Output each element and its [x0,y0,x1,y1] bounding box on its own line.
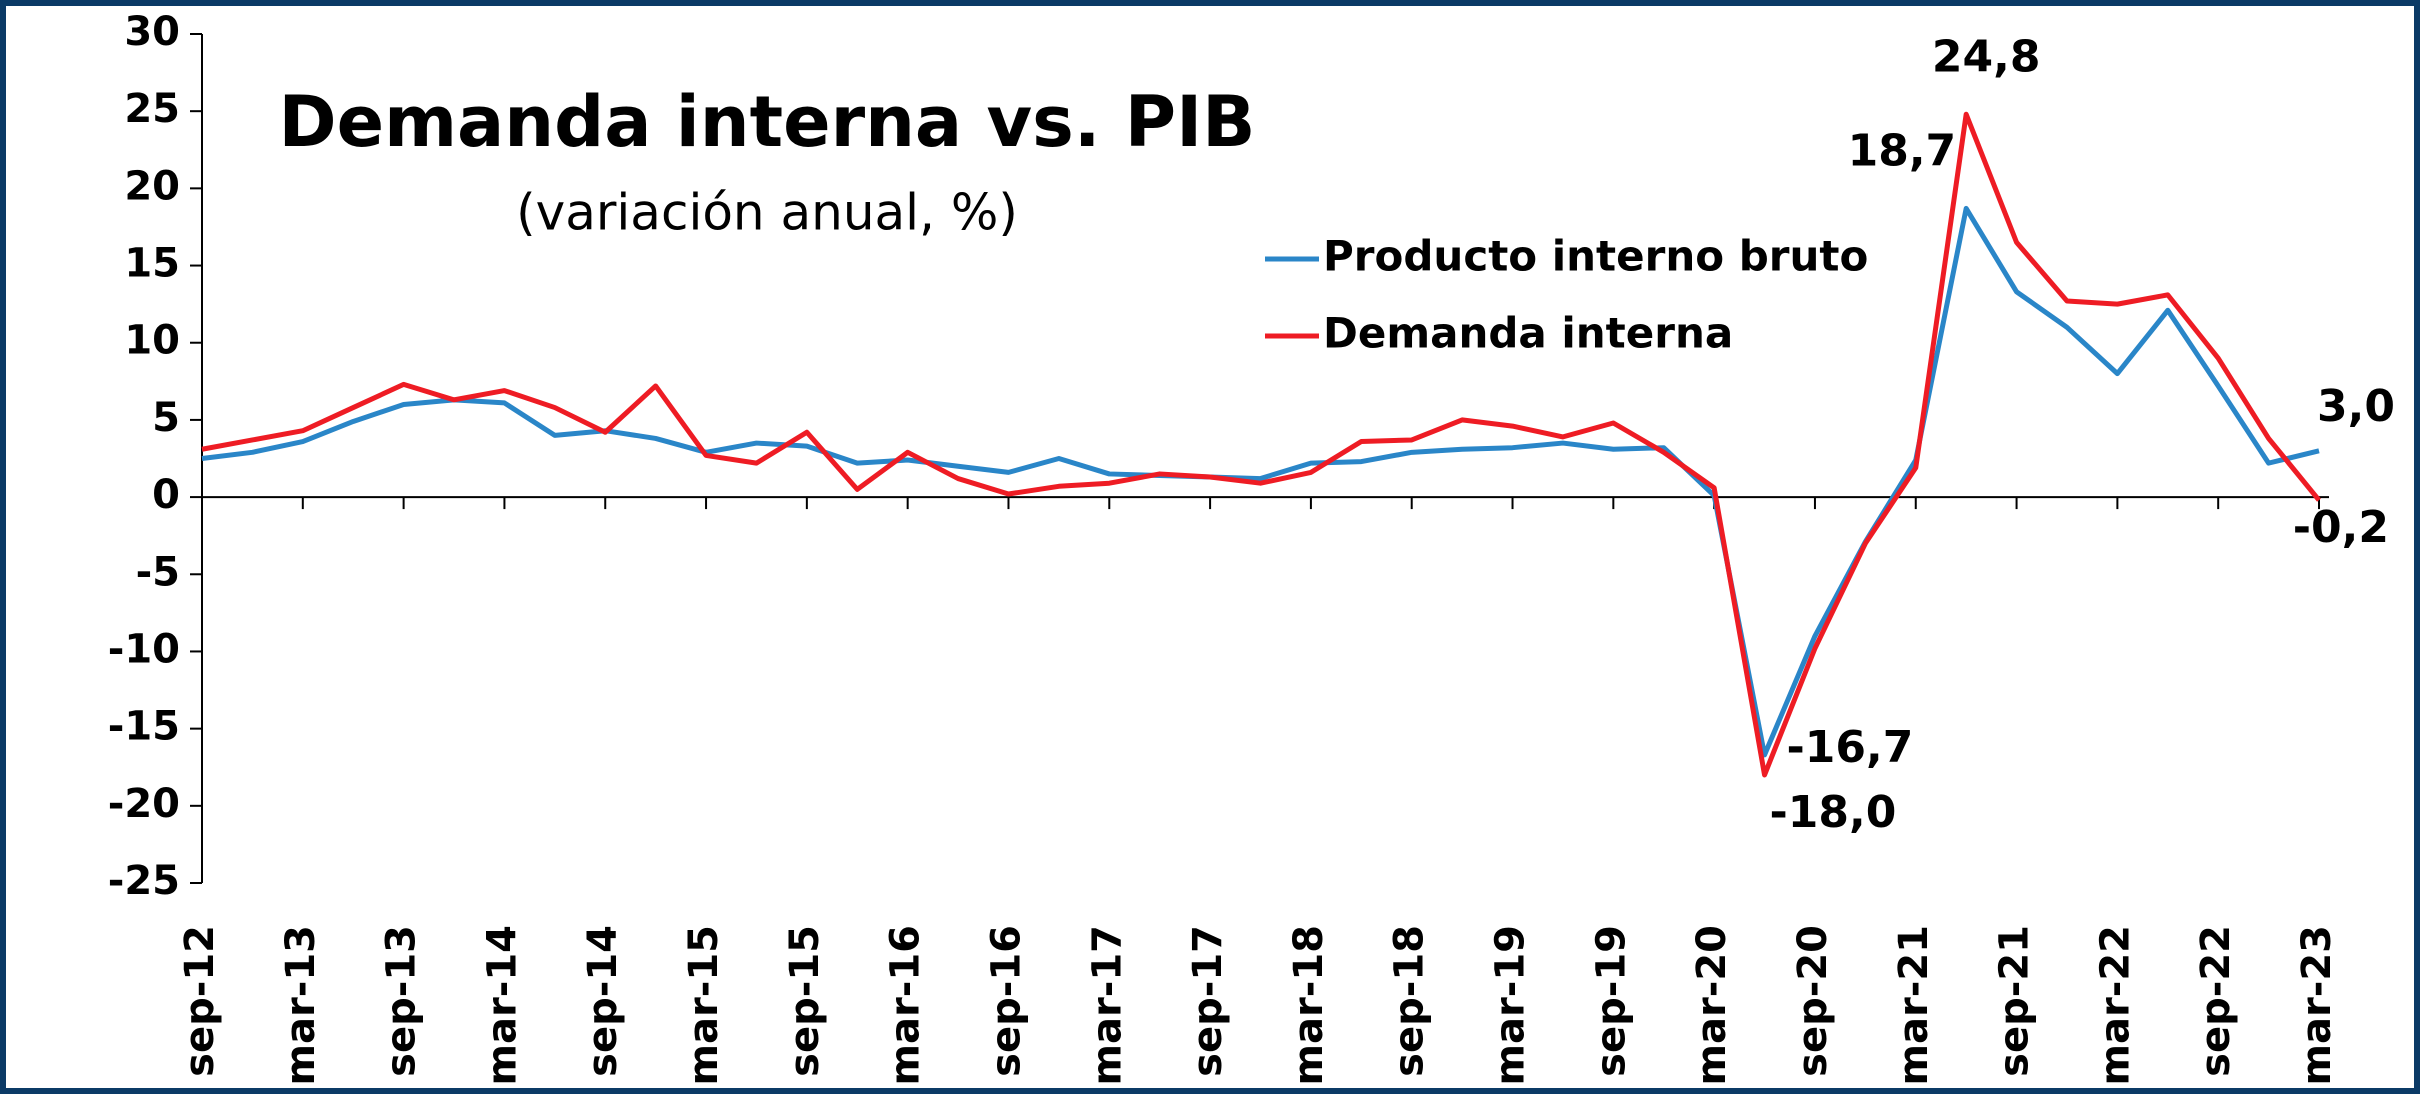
data-label: 3,0 [2317,381,2395,432]
x-tick-label: sep-20 [1790,925,1836,1077]
x-tick-label: mar-17 [1084,925,1130,1086]
y-tick-label: -15 [108,704,180,750]
x-tick-label: sep-18 [1387,925,1433,1077]
x-tick-label: mar-18 [1286,925,1332,1086]
data-label: -0,2 [2293,502,2389,553]
x-tick-label: mar-15 [681,925,727,1086]
chart-subtitle: (variación anual, %) [516,184,1018,242]
x-tick-label: sep-12 [177,925,223,1077]
y-tick-label: 25 [124,86,180,132]
y-tick-label: 15 [124,241,180,287]
y-tick-label: 5 [152,395,180,441]
x-tick-label: mar-16 [883,925,929,1086]
x-tick-label: sep-17 [1185,925,1231,1077]
legend-label: Producto interno bruto [1323,232,1868,281]
data-label: -18,0 [1770,787,1897,838]
x-tick-label: mar-23 [2294,925,2340,1086]
y-tick-label: -25 [108,858,180,904]
chart-title: Demanda interna vs. PIB [279,81,1256,163]
x-tick-label: mar-14 [479,925,525,1086]
x-tick-label: mar-19 [1488,925,1534,1086]
y-tick-label: -5 [136,549,180,595]
x-tick-label: sep-16 [983,925,1029,1077]
x-tick-label: sep-22 [2193,925,2239,1077]
series-line [201,111,2321,778]
x-tick-label: sep-19 [1588,925,1634,1077]
y-tick-label: 0 [152,472,180,518]
legend-label: Demanda interna [1323,309,1733,358]
y-tick-label: 20 [124,163,180,209]
x-tick-label: mar-20 [1689,925,1735,1086]
y-tick-label: -10 [108,626,180,672]
x-tick-label: mar-22 [2092,925,2138,1086]
x-tick-label: mar-13 [278,925,324,1086]
x-tick-label: sep-14 [580,925,626,1077]
series-line [201,205,2320,758]
y-tick-label: -20 [108,781,180,827]
data-label: 24,8 [1932,31,2041,82]
data-label: 18,7 [1848,125,1957,176]
data-label: -16,7 [1787,722,1914,773]
x-tick-label: sep-21 [1992,925,2038,1077]
x-tick-label: sep-13 [379,925,425,1077]
x-tick-label: mar-21 [1891,925,1937,1086]
x-tick-label: sep-15 [782,925,828,1077]
y-tick-label: 30 [124,9,180,55]
y-tick-label: 10 [124,318,180,364]
